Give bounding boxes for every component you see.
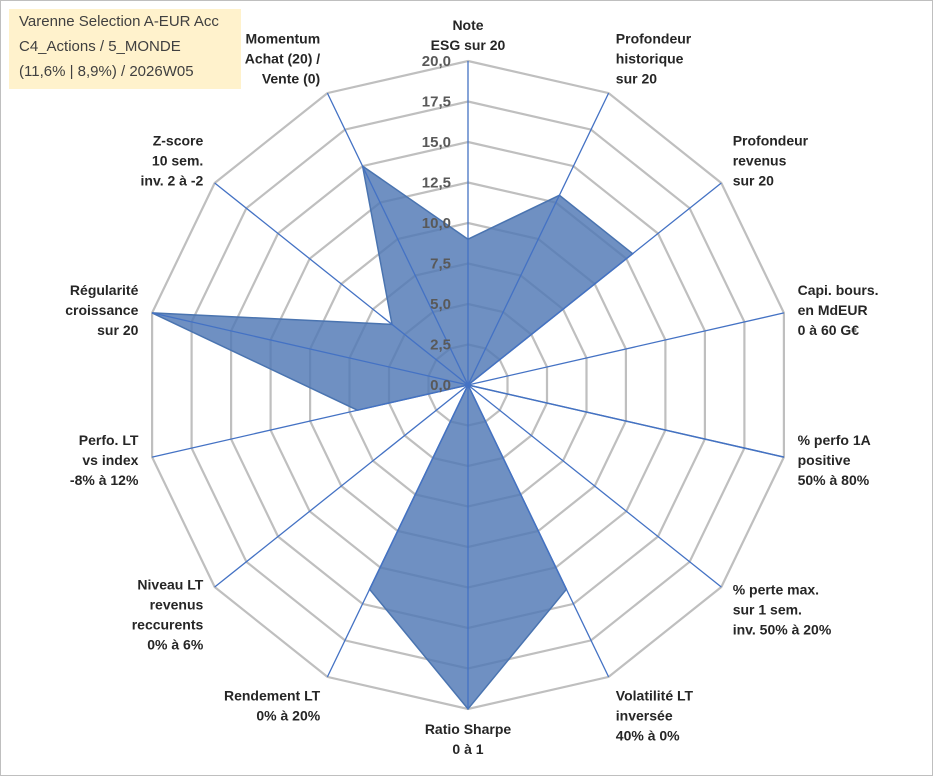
axis-label-12: Z-score 10 sem. inv. 2 à -2 bbox=[141, 133, 204, 189]
tick-label-3: 7,5 bbox=[430, 256, 451, 273]
axis-label-9-line-0: Niveau LT bbox=[137, 577, 203, 593]
spoke-11 bbox=[151, 312, 469, 386]
spoke-9 bbox=[214, 384, 469, 588]
axis-label-0-line-1: ESG sur 20 bbox=[431, 37, 506, 53]
axis-label-9-line-3: 0% à 6% bbox=[147, 637, 204, 653]
tick-label-6: 15,0 bbox=[422, 134, 451, 151]
axis-label-3-line-2: 0 à 60 G€ bbox=[798, 322, 860, 338]
axis-label-12-line-2: inv. 2 à -2 bbox=[141, 173, 204, 189]
spoke-3 bbox=[467, 312, 785, 386]
axis-label-0: Note ESG sur 20 bbox=[431, 17, 506, 53]
axis-label-13-line-1: Achat (20) / bbox=[245, 50, 321, 66]
axis-label-2: Profondeur revenus sur 20 bbox=[733, 133, 809, 189]
spoke-10 bbox=[151, 384, 469, 458]
axis-label-1-line-1: historique bbox=[616, 50, 684, 66]
axis-label-6-line-0: Volatilité LT bbox=[616, 688, 694, 704]
tick-label-4: 10,0 bbox=[422, 215, 451, 232]
axis-label-8-line-0: Rendement LT bbox=[224, 688, 321, 704]
axis-label-5-line-0: % perte max. bbox=[733, 582, 819, 598]
axis-label-5-line-2: inv. 50% à 20% bbox=[733, 622, 832, 638]
axis-label-13-line-2: Vente (0) bbox=[262, 70, 320, 86]
axis-label-9-line-2: reccurents bbox=[132, 617, 204, 633]
axis-label-8-line-1: 0% à 20% bbox=[256, 708, 320, 724]
axis-label-11-line-1: croissance bbox=[65, 302, 138, 318]
spoke-12 bbox=[214, 182, 469, 386]
tick-label-5: 12,5 bbox=[422, 175, 451, 192]
chart-title-box: Varenne Selection A-EUR Acc C4_Actions /… bbox=[9, 9, 241, 89]
radar-axis-labels: Note ESG sur 20 Profondeur historique sur 20… bbox=[65, 17, 878, 757]
spoke-5 bbox=[467, 384, 722, 588]
tick-label-7: 17,5 bbox=[422, 94, 451, 111]
axis-label-10-line-0: Perfo. LT bbox=[79, 432, 139, 448]
axis-label-12-line-0: Z-score bbox=[153, 133, 204, 149]
axis-label-2-line-2: sur 20 bbox=[733, 173, 774, 189]
spoke-2 bbox=[467, 182, 722, 386]
axis-label-1: Profondeur historique sur 20 bbox=[616, 30, 692, 86]
axis-label-4: % perfo 1A positive 50% à 80% bbox=[798, 432, 871, 488]
axis-label-11-line-0: Régularité bbox=[70, 282, 139, 298]
axis-label-7: Ratio Sharpe 0 à 1 bbox=[425, 721, 512, 757]
spoke-13 bbox=[326, 92, 469, 386]
axis-label-10-line-2: -8% à 12% bbox=[70, 472, 139, 488]
axis-label-3-line-1: en MdEUR bbox=[798, 302, 868, 318]
axis-label-13-line-0: Momentum bbox=[246, 30, 321, 46]
axis-label-5: % perte max. sur 1 sem. inv. 50% à 20% bbox=[733, 582, 832, 638]
axis-label-2-line-1: revenus bbox=[733, 153, 787, 169]
axis-label-6: Volatilité LT inversée 40% à 0% bbox=[616, 688, 694, 744]
axis-label-4-line-1: positive bbox=[798, 452, 851, 468]
chart-stats: (11,6% | 8,9%) / 2026W05 bbox=[19, 63, 194, 80]
axis-label-10: Perfo. LT vs index -8% à 12% bbox=[70, 432, 139, 488]
axis-label-7-line-1: 0 à 1 bbox=[452, 741, 483, 757]
axis-label-9: Niveau LT revenus reccurents 0% à 6% bbox=[132, 577, 204, 653]
spoke-4 bbox=[467, 384, 785, 458]
axis-label-12-line-1: 10 sem. bbox=[152, 153, 203, 169]
spoke-1 bbox=[467, 92, 610, 386]
radar-spokes bbox=[151, 61, 785, 709]
axis-label-10-line-1: vs index bbox=[82, 452, 138, 468]
spoke-8 bbox=[326, 384, 469, 678]
tick-label-0: 0,0 bbox=[430, 377, 451, 394]
spoke-6 bbox=[467, 384, 610, 678]
axis-label-0-line-0: Note bbox=[452, 17, 483, 33]
tick-label-2: 5,0 bbox=[430, 296, 451, 313]
axis-label-11-line-2: sur 20 bbox=[97, 322, 138, 338]
tick-label-1: 2,5 bbox=[430, 337, 451, 354]
axis-label-1-line-0: Profondeur bbox=[616, 30, 692, 46]
chart-title: Varenne Selection A-EUR Acc bbox=[19, 13, 219, 30]
axis-label-3-line-0: Capi. bours. bbox=[798, 282, 879, 298]
axis-label-5-line-1: sur 1 sem. bbox=[733, 602, 802, 618]
axis-label-6-line-1: inversée bbox=[616, 708, 673, 724]
axis-label-11: Régularité croissance sur 20 bbox=[65, 282, 138, 338]
axis-label-9-line-1: revenus bbox=[150, 597, 204, 613]
axis-label-6-line-2: 40% à 0% bbox=[616, 728, 680, 744]
axis-label-4-line-2: 50% à 80% bbox=[798, 472, 870, 488]
axis-label-8: Rendement LT 0% à 20% bbox=[224, 688, 321, 724]
tick-label-8: 20,0 bbox=[422, 53, 451, 70]
axis-label-3: Capi. bours. en MdEUR 0 à 60 G€ bbox=[798, 282, 879, 338]
chart-category: C4_Actions / 5_MONDE bbox=[19, 38, 181, 55]
radar-tick-labels: 0,0 2,5 5,0 7,5 10,0 12,5 15,0 17,5 20,0 bbox=[422, 53, 451, 394]
axis-label-7-line-0: Ratio Sharpe bbox=[425, 721, 512, 737]
axis-label-4-line-0: % perfo 1A bbox=[798, 432, 871, 448]
axis-label-2-line-0: Profondeur bbox=[733, 133, 809, 149]
axis-label-13: Momentum Achat (20) / Vente (0) bbox=[245, 30, 321, 86]
axis-label-1-line-2: sur 20 bbox=[616, 70, 657, 86]
